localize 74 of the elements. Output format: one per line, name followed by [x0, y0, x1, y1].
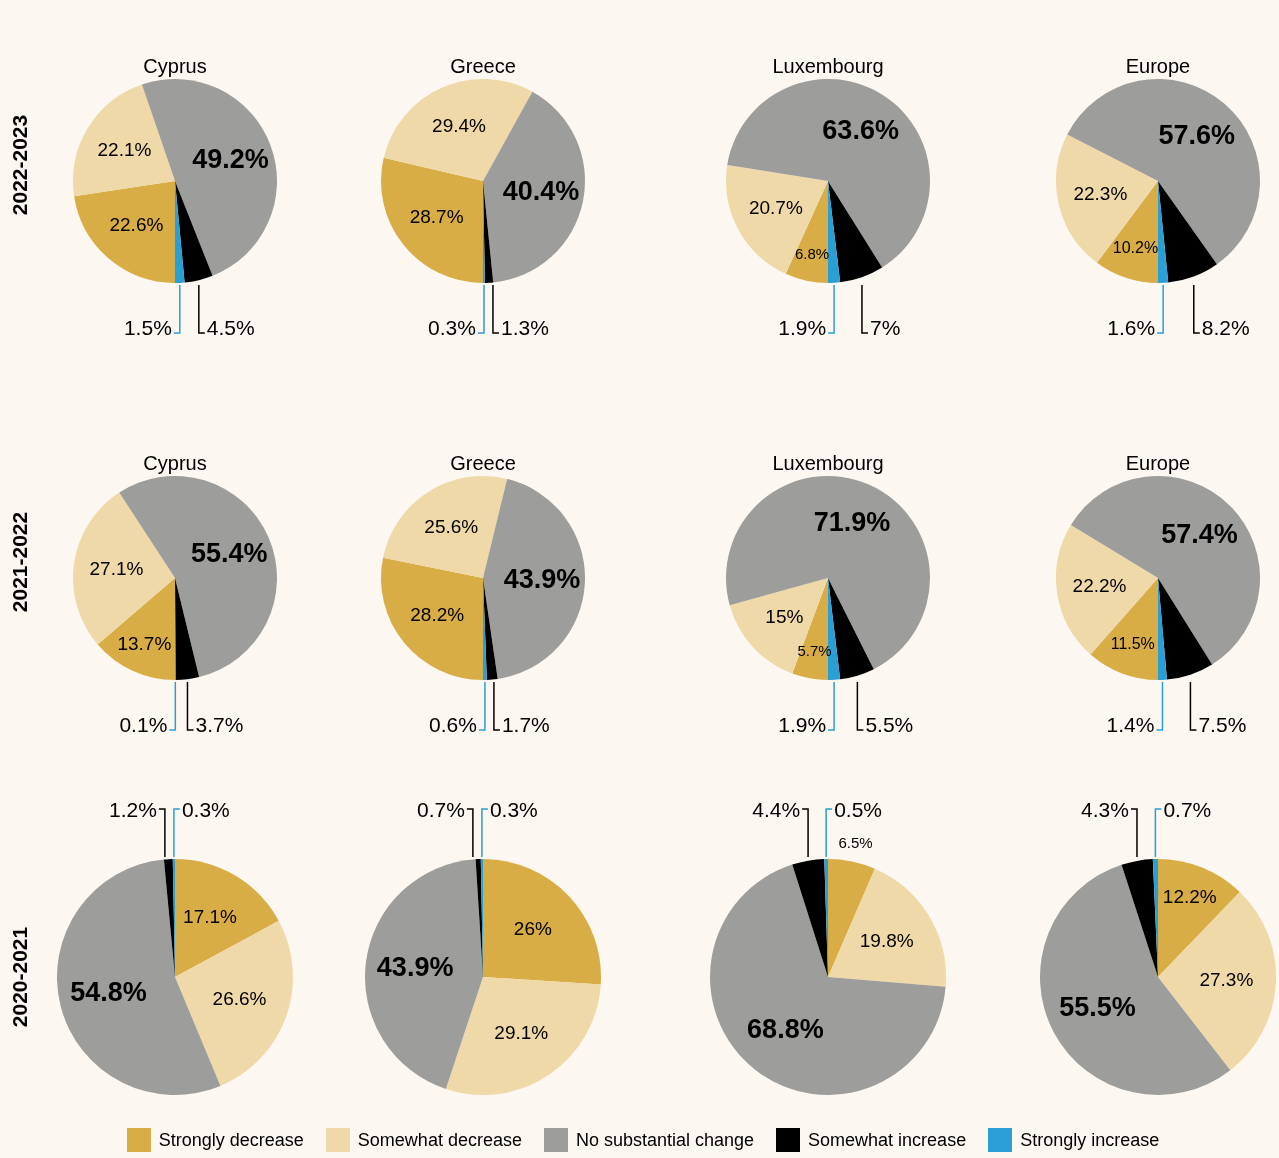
data-label: 0.5% [834, 797, 883, 821]
data-label: 22.6% [109, 214, 164, 236]
data-label: 28.2% [410, 603, 465, 625]
text: 2020-2021 [8, 926, 32, 1028]
data-label: 27.3% [1199, 968, 1254, 990]
data-label: 4.3% [1081, 797, 1129, 821]
data-label: 26% [513, 918, 553, 940]
data-label: 1.3% [500, 315, 549, 339]
data-label: 63.6% [822, 115, 899, 146]
data-label: 4.4% [752, 797, 801, 821]
data-label: 1.4% [1106, 712, 1155, 736]
chart-title: Greece [450, 54, 516, 77]
text: 2021-2022 [8, 511, 32, 613]
data-label: 1.9% [778, 315, 827, 339]
chart-title: Europe [1125, 451, 1191, 474]
data-label: 7% [869, 315, 901, 339]
data-label: 1.2% [109, 797, 157, 821]
data-label: 27.1% [89, 557, 144, 579]
data-label: 22.3% [1073, 182, 1128, 204]
data-label: 0.7% [1163, 797, 1212, 821]
data-label: 12.2% [1162, 886, 1217, 908]
data-label: 15% [765, 606, 804, 628]
data-label: 17.1% [183, 906, 238, 928]
data-label: 20.7% [748, 197, 803, 219]
data-label: 1.6% [1107, 315, 1156, 339]
data-label: 57.4% [1161, 519, 1238, 550]
chart-title: Luxembourg [772, 54, 884, 77]
data-label: 26.6% [212, 988, 267, 1010]
data-label: 19.8% [859, 930, 914, 952]
data-label: 22.1% [97, 138, 152, 160]
legend-label: No substantial change [575, 1129, 755, 1151]
data-label: 55.5% [1059, 992, 1136, 1023]
data-label: 11.5% [1110, 635, 1155, 653]
data-label: 57.6% [1158, 119, 1236, 150]
chart-title: Cyprus [143, 451, 207, 474]
data-label: 6.5% [838, 834, 873, 852]
data-label: 1.9% [778, 712, 827, 736]
data-label: 1.5% [123, 315, 172, 339]
data-label: 25.6% [424, 516, 479, 538]
data-label: 71.9% [813, 507, 891, 538]
legend-label: Somewhat decrease [357, 1129, 522, 1151]
data-label: 0.3% [181, 797, 230, 821]
data-label: 0.7% [417, 797, 465, 821]
data-label: 0.3% [489, 797, 538, 821]
chart-title: Europe [1125, 54, 1191, 77]
data-label: 8.2% [1201, 315, 1250, 339]
data-label: 5.5% [865, 712, 914, 736]
data-label: 68.8% [747, 1014, 824, 1044]
data-label: 0.3% [428, 315, 476, 339]
data-label: 0.6% [429, 712, 477, 736]
data-label: 13.7% [117, 632, 172, 654]
data-label: 22.2% [1072, 575, 1127, 597]
chart-title: Luxembourg [772, 451, 884, 474]
data-label: 43.9% [503, 564, 581, 595]
data-label: 43.9% [376, 951, 454, 982]
data-label: 3.7% [195, 712, 244, 736]
data-label: 7.5% [1198, 712, 1247, 736]
chart-title: Cyprus [143, 54, 207, 77]
data-label: 55.4% [191, 537, 268, 568]
text: 2022-2023 [8, 114, 32, 216]
data-label: 0.1% [119, 712, 168, 736]
data-label: 28.7% [409, 205, 464, 227]
data-label: 49.2% [192, 143, 269, 174]
data-label: 10.2% [1112, 239, 1159, 257]
data-label: 4.5% [206, 315, 255, 339]
data-label: 1.7% [501, 712, 550, 736]
chart-title: Greece [450, 451, 516, 474]
data-label: 54.8% [70, 977, 147, 1008]
data-label: 29.1% [494, 1021, 549, 1043]
legend-label: Strongly decrease [158, 1129, 304, 1151]
legend-label: Somewhat increase [808, 1129, 967, 1151]
data-label: 40.4% [502, 176, 580, 207]
legend-label: Strongly increase [1020, 1129, 1160, 1151]
data-label: 29.4% [432, 115, 487, 137]
